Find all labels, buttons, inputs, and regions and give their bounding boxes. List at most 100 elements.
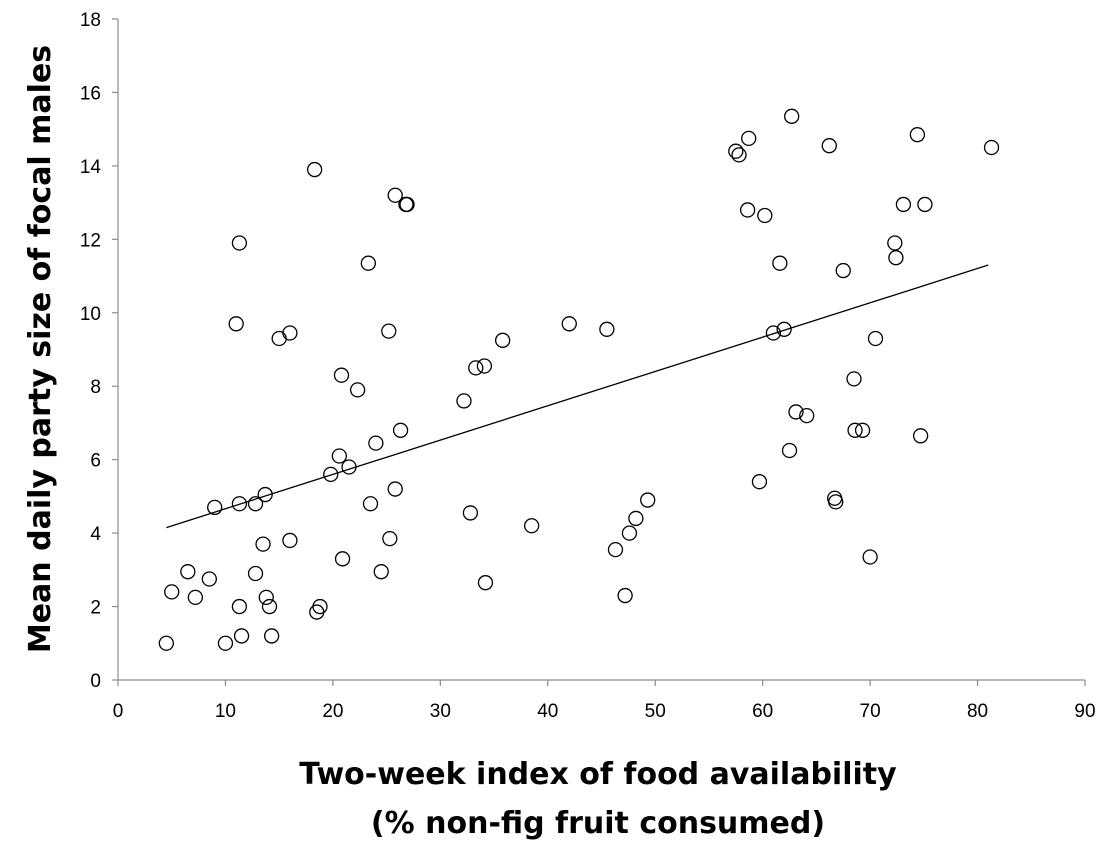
data-point — [261, 598, 278, 615]
data-point — [739, 202, 756, 218]
data-point — [599, 321, 615, 337]
data-point — [263, 628, 280, 644]
data-points — [158, 108, 1000, 651]
y-tick-label: 14 — [80, 157, 102, 178]
data-point — [362, 496, 379, 512]
x-tick-label: 0 — [113, 701, 124, 722]
data-point — [784, 108, 800, 124]
x-tick-label: 10 — [215, 701, 236, 722]
data-point — [561, 316, 577, 332]
data-point — [271, 330, 287, 347]
data-point — [788, 404, 804, 420]
data-point — [888, 250, 904, 266]
data-point — [621, 525, 638, 541]
x-tick-label: 60 — [752, 701, 773, 722]
data-point — [821, 138, 837, 154]
data-point — [917, 196, 933, 213]
data-point — [257, 486, 273, 503]
x-tick-label: 30 — [430, 701, 451, 722]
data-point — [799, 407, 815, 424]
data-point — [728, 143, 744, 159]
data-point — [312, 598, 328, 615]
data-point — [757, 207, 773, 224]
y-tick-label: 10 — [80, 304, 101, 325]
data-point — [524, 518, 540, 534]
data-point — [628, 510, 644, 527]
data-point — [381, 323, 397, 339]
data-point — [233, 628, 250, 644]
y-tick-label: 8 — [90, 377, 101, 398]
x-tick-label: 90 — [1074, 701, 1095, 722]
data-point — [887, 235, 903, 251]
data-point — [895, 196, 912, 213]
x-tick-label: 20 — [322, 701, 343, 722]
data-point — [334, 551, 351, 567]
x-ticks: 0 10 20 30 40 50 60 70 80 90 — [113, 680, 1096, 722]
data-point — [867, 330, 884, 347]
data-point — [323, 466, 339, 483]
x-tick-label: 50 — [645, 701, 666, 722]
data-point — [164, 584, 180, 600]
data-point — [228, 316, 244, 332]
data-point — [909, 127, 926, 143]
data-point — [617, 587, 633, 604]
data-point — [187, 589, 204, 606]
data-point — [231, 496, 248, 512]
data-point — [387, 481, 403, 497]
y-tick-label: 0 — [90, 671, 101, 692]
data-point — [382, 530, 398, 547]
data-point — [983, 139, 1000, 156]
data-point — [247, 496, 264, 512]
data-point — [854, 422, 871, 438]
data-point — [255, 536, 271, 552]
data-point — [306, 161, 323, 178]
data-point — [862, 549, 878, 565]
data-point — [207, 499, 223, 516]
data-point — [462, 505, 479, 521]
x-tick-label: 80 — [967, 701, 988, 722]
data-point — [331, 448, 347, 464]
data-point — [231, 235, 248, 251]
x-tick-label: 70 — [860, 701, 881, 722]
data-point — [387, 187, 403, 203]
data-point — [398, 196, 414, 213]
y-tick-label: 16 — [80, 83, 101, 104]
y-tick-label: 4 — [90, 524, 101, 545]
data-point — [772, 255, 788, 271]
data-point — [282, 325, 298, 341]
data-point — [333, 367, 350, 383]
data-point — [781, 442, 798, 459]
data-point — [258, 589, 274, 606]
data-point — [349, 382, 366, 398]
data-point — [360, 255, 376, 271]
data-point — [201, 571, 217, 587]
data-point — [180, 564, 196, 580]
data-point — [368, 435, 384, 451]
data-point — [776, 321, 792, 337]
axes — [117, 19, 1085, 681]
data-point — [217, 635, 234, 651]
data-point — [373, 564, 389, 580]
data-point — [828, 494, 844, 510]
y-tick-label: 6 — [90, 451, 101, 472]
y-tick-label: 2 — [90, 598, 101, 619]
y-tick-label: 12 — [80, 230, 101, 251]
data-point — [640, 492, 656, 508]
y-tick-label: 18 — [80, 10, 101, 31]
trendline — [166, 264, 989, 529]
x-axis-title-line-2: (% non-fig fruit consumed) — [371, 806, 825, 841]
data-point — [476, 358, 493, 374]
data-point — [607, 541, 624, 558]
data-point — [846, 371, 862, 387]
data-point — [847, 422, 863, 438]
data-point — [835, 262, 851, 279]
data-point — [731, 147, 747, 163]
x-tick-label: 40 — [537, 701, 558, 722]
data-point — [158, 635, 175, 651]
data-point — [751, 474, 768, 490]
y-ticks: 0 2 4 6 8 10 12 14 16 18 — [80, 10, 118, 692]
data-point — [741, 130, 757, 146]
x-axis-title-line-1: Two-week index of food availability — [299, 757, 897, 792]
data-point — [456, 393, 472, 409]
